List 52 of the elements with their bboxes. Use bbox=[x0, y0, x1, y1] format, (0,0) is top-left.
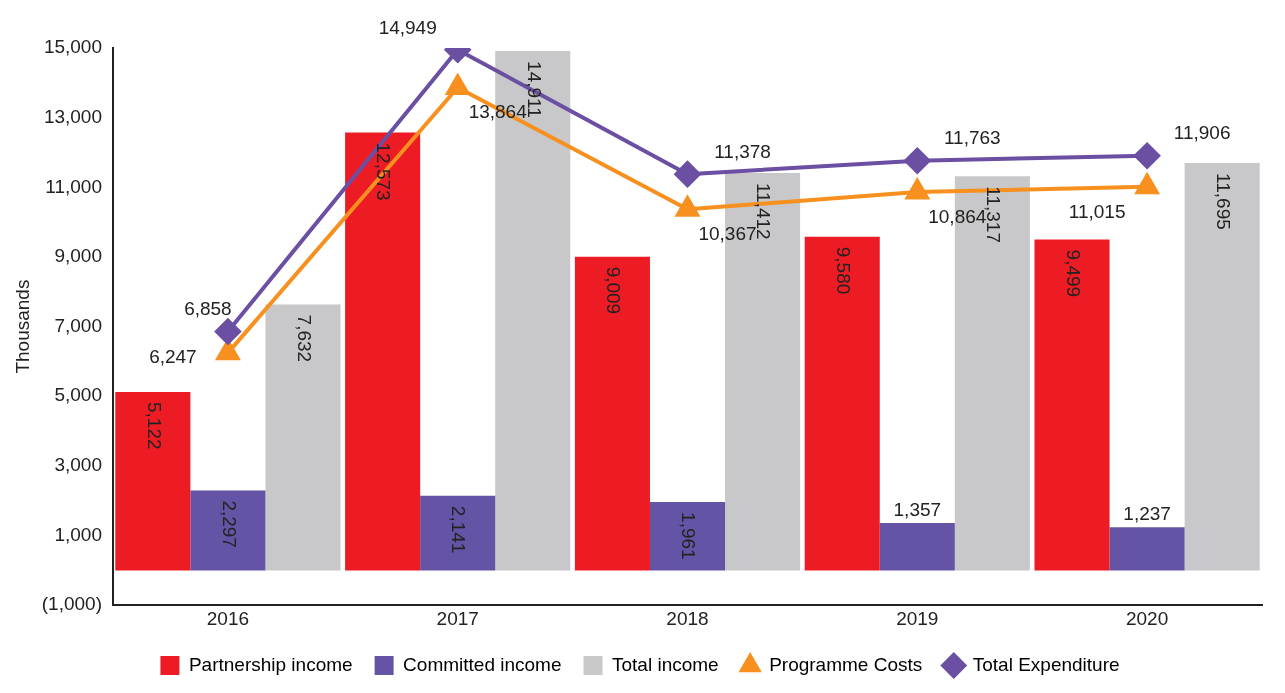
bar bbox=[804, 236, 880, 571]
bar bbox=[345, 132, 421, 571]
y-tick-label: 9,000 bbox=[54, 245, 102, 267]
x-tick-label: 2017 bbox=[436, 607, 479, 629]
data-label: 11,378 bbox=[714, 140, 771, 162]
legend-label: Total income bbox=[612, 653, 719, 675]
data-label: 1,237 bbox=[1123, 503, 1171, 525]
data-label: 11,906 bbox=[1173, 122, 1231, 144]
bar bbox=[574, 256, 650, 571]
y-tick-label: 15,000 bbox=[43, 36, 102, 58]
legend-label: Programme Costs bbox=[769, 653, 923, 675]
bar bbox=[115, 392, 191, 571]
bar bbox=[190, 490, 266, 571]
data-label: 6,247 bbox=[149, 345, 197, 367]
bar bbox=[1109, 527, 1185, 571]
y-tick-label: 1,000 bbox=[54, 523, 102, 545]
data-label: 11,695 bbox=[1212, 173, 1234, 230]
data-label: 9,499 bbox=[1062, 249, 1084, 298]
y-tick-label: 7,000 bbox=[54, 314, 102, 336]
data-label: 1,357 bbox=[893, 498, 942, 520]
legend-label: Committed income bbox=[403, 653, 562, 675]
y-tick-label: 5,000 bbox=[54, 384, 102, 406]
bar bbox=[649, 502, 726, 571]
x-tick-label: 2019 bbox=[896, 607, 939, 629]
data-label: 12,573 bbox=[373, 142, 395, 201]
data-label: 11,317 bbox=[983, 186, 1005, 243]
x-tick-label: 2016 bbox=[206, 607, 250, 629]
y-tick-label: (1,000) bbox=[41, 593, 102, 615]
legend-label: Total Expenditure bbox=[972, 653, 1120, 675]
data-label: 9,580 bbox=[833, 246, 854, 295]
data-label: 7,632 bbox=[293, 314, 315, 363]
data-label: 14,949 bbox=[378, 16, 437, 38]
bar bbox=[420, 495, 496, 571]
data-label: 11,763 bbox=[943, 127, 1001, 149]
data-label: 2,297 bbox=[218, 500, 240, 548]
y-tick-label: 11,000 bbox=[45, 175, 102, 197]
x-tick-label: 2018 bbox=[666, 607, 709, 629]
y-tick-label: 3,000 bbox=[54, 454, 102, 476]
data-label: 11,015 bbox=[1068, 200, 1126, 222]
bar bbox=[879, 523, 955, 571]
data-label: 2,141 bbox=[448, 505, 470, 554]
data-label: 5,122 bbox=[143, 402, 165, 450]
data-label: 6,858 bbox=[184, 298, 232, 320]
data-label: 9,009 bbox=[603, 266, 625, 315]
bar bbox=[265, 304, 341, 571]
bar bbox=[1184, 163, 1260, 571]
y-axis-title: Thousands bbox=[11, 279, 33, 374]
legend-label: Partnership income bbox=[188, 653, 353, 675]
bar bbox=[1034, 239, 1110, 571]
x-tick-label: 2020 bbox=[1125, 607, 1169, 629]
y-tick-label: 13,000 bbox=[43, 105, 102, 127]
data-label: 1,961 bbox=[678, 512, 700, 560]
